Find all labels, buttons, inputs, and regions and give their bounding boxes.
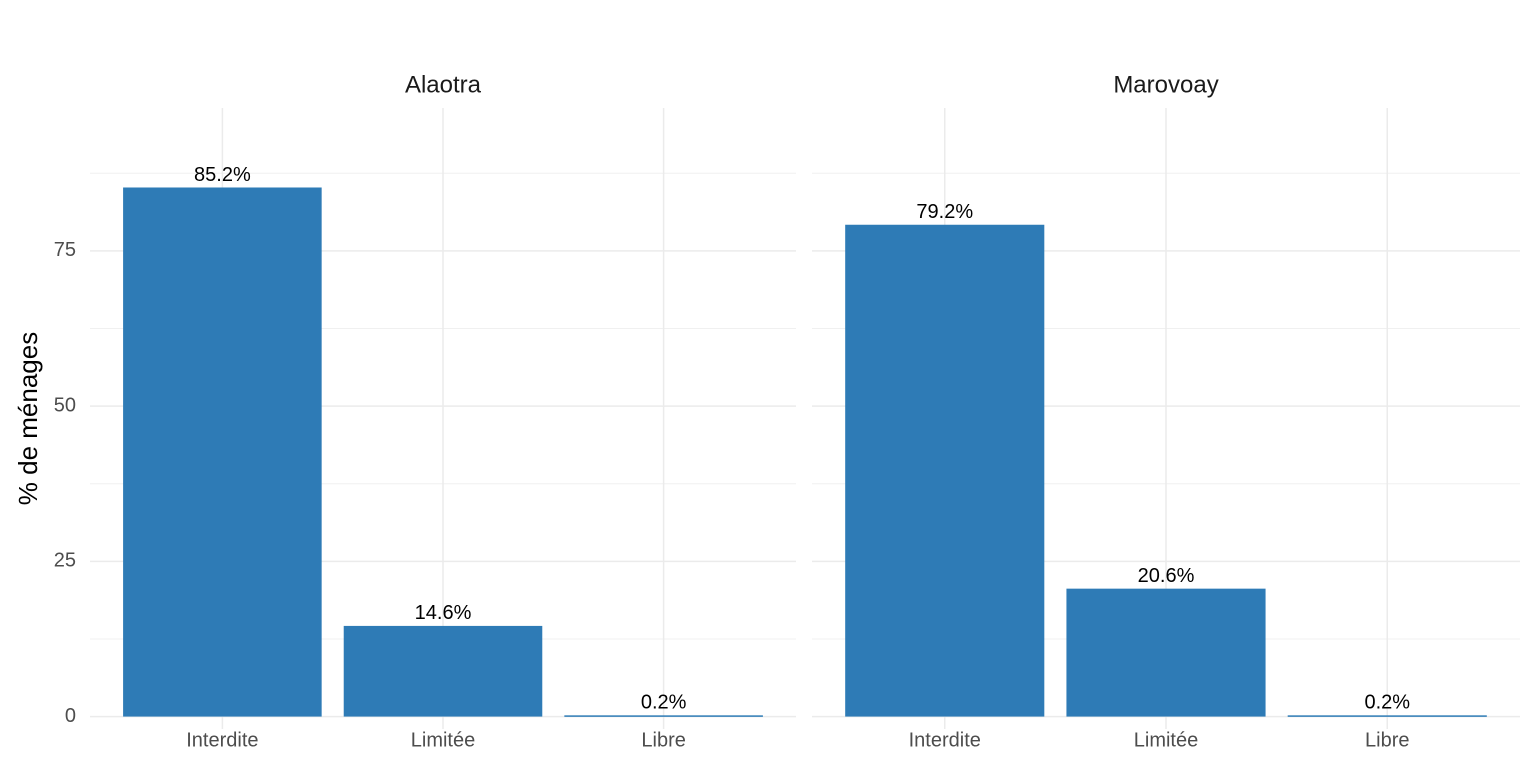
x-tick-label: Libre [641, 729, 685, 751]
y-tick-label: 0 [65, 705, 76, 727]
data-label: 85.2% [194, 164, 251, 186]
bar [1287, 715, 1487, 717]
x-tick-label: Interdite [186, 729, 258, 751]
data-label: 20.6% [1138, 565, 1195, 587]
y-tick-label: 25 [54, 550, 76, 572]
bar [343, 625, 543, 717]
x-tick-label: Limitée [411, 729, 475, 751]
x-tick-label: Libre [1365, 729, 1409, 751]
x-tick-label: Limitée [1134, 729, 1198, 751]
data-label: 79.2% [916, 201, 973, 223]
panel-title: Alaotra [405, 71, 482, 98]
bar [564, 715, 763, 717]
bar [845, 224, 1045, 717]
y-tick-label: 75 [54, 239, 76, 261]
panel-title: Marovoay [1113, 71, 1218, 98]
x-tick-label: Interdite [909, 729, 981, 751]
bar [123, 187, 322, 717]
y-axis-label: % de ménages [13, 332, 43, 505]
y-tick-label: 50 [54, 394, 76, 416]
data-label: 0.2% [641, 692, 687, 714]
data-label: 0.2% [1364, 692, 1410, 714]
bar [1066, 588, 1266, 717]
data-label: 14.6% [415, 602, 472, 624]
